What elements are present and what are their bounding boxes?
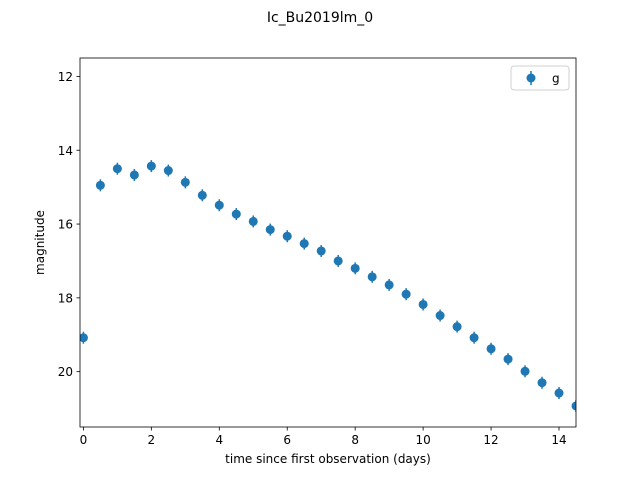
y-axis-label: magnitude [33,210,47,275]
data-point [146,161,156,171]
axes-frame [79,57,577,428]
legend-marker [526,73,536,83]
x-tick-label: 10 [415,433,430,447]
data-point [486,344,496,354]
data-point [350,263,360,273]
x-tick-label: 8 [351,433,359,447]
data-point [537,378,547,388]
data-point [418,299,428,309]
x-tick-label: 6 [283,433,291,447]
data-point [112,164,122,174]
data-point [248,216,258,226]
data-point [95,180,105,190]
legend: g [510,65,570,91]
data-point [231,209,241,219]
y-tick-label: 18 [58,291,73,305]
x-tick-label: 14 [551,433,566,447]
plot-area [80,160,576,412]
data-point [214,200,224,210]
data-point [265,225,275,235]
data-point [401,289,411,299]
data-point [554,388,564,398]
data-point [571,401,576,411]
x-axis-label: time since first observation (days) [225,452,431,466]
data-point [469,333,479,343]
y-tick-label: 20 [58,365,73,379]
y-tick-label: 16 [58,218,73,232]
data-point [282,231,292,241]
y-tick-label: 14 [58,144,73,158]
x-tick-label: 12 [483,433,498,447]
legend-label: g [552,72,560,86]
data-point [129,170,139,180]
data-point [384,280,394,290]
data-point [163,166,173,176]
data-point [197,190,207,200]
data-point [333,256,343,266]
y-tick-label: 12 [58,70,73,84]
data-point [367,272,377,282]
x-tick-label: 2 [148,433,156,447]
data-point [180,177,190,187]
data-point [299,239,309,249]
data-point [80,333,88,343]
data-point [520,366,530,376]
y-axis: 12 14 16 18 20 [58,70,80,379]
data-point [316,246,326,256]
legend-box [510,65,570,91]
x-tick-label: 4 [215,433,223,447]
x-tick-label: 0 [80,433,88,447]
data-point [435,311,445,321]
chart-title: Ic_Bu2019lm_0 [267,10,373,26]
data-point [452,322,462,332]
data-point [503,354,513,364]
x-axis: 0 2 4 6 8 10 12 14 [80,427,567,447]
